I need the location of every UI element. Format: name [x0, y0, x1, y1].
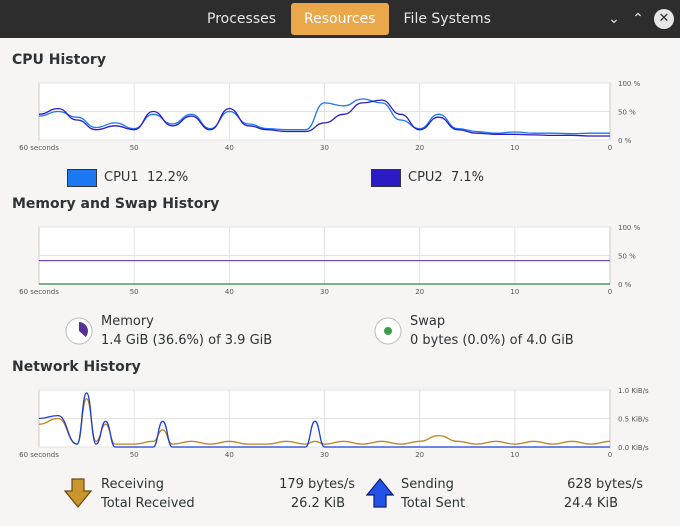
cpu-xtick-label: 20: [415, 144, 424, 152]
cpu2-color-button[interactable]: [371, 169, 401, 187]
memory-xtick-label: 20: [415, 288, 424, 296]
cpu1-color-button[interactable]: [67, 169, 97, 187]
swap-label: Swap: [410, 314, 446, 329]
header-bar: Processes Resources File Systems ⌄ ⌃ ✕: [0, 0, 680, 38]
receiving-rate: 179 bytes/s: [279, 477, 355, 492]
memory-history-chart: 100 % 50 % 0 % 60 seconds 50 40 30 20 10 0: [19, 224, 641, 296]
memory-xtick-label: 10: [510, 288, 519, 296]
network-xtick-label: 50: [130, 451, 139, 459]
cpu2-value: 7.1%: [450, 170, 484, 185]
cpu-history-chart: 100 % 50 % 0 % 60 seconds 50 40 30 20 10 0: [19, 80, 641, 152]
cpu-xtick-label: 60 seconds: [19, 144, 59, 152]
network-ytick-label: 1.0 KiB/s: [618, 387, 649, 395]
total-sent-value: 24.4 KiB: [563, 496, 618, 511]
cpu-series-cpu2: [38, 99, 610, 137]
network-ytick-label: 0.0 KiB/s: [618, 444, 649, 452]
close-icon[interactable]: ✕: [654, 9, 674, 29]
network-history-chart: 1.0 KiB/s 0.5 KiB/s 0.0 KiB/s 60 seconds 50 4…: [19, 387, 649, 459]
network-xtick-label: 0: [608, 451, 612, 459]
tab-file-systems[interactable]: File Systems: [403, 11, 491, 27]
network-history-title: Network History: [12, 359, 141, 375]
memory-ytick-label: 100 %: [618, 224, 641, 232]
cpu-ytick-label: 0 %: [618, 137, 632, 145]
swap-value: 0 bytes (0.0%) of 4.0 GiB: [410, 333, 574, 348]
network-xtick-label: 20: [415, 451, 424, 459]
network-xtick-label: 60 seconds: [19, 451, 59, 459]
memory-ytick-label: 0 %: [618, 281, 632, 289]
cpu-ytick-label: 50 %: [618, 109, 636, 117]
memory-xtick-label: 40: [225, 288, 234, 296]
memory-history-title: Memory and Swap History: [12, 196, 220, 212]
cpu-series-cpu1: [38, 98, 610, 135]
network-xtick-label: 40: [225, 451, 234, 459]
sending-label: Sending: [401, 477, 454, 492]
memory-ytick-label: 50 %: [618, 253, 636, 261]
memory-label: Memory: [101, 314, 154, 329]
network-series-sending: [38, 392, 610, 448]
view-switcher: Processes Resources File Systems: [194, 3, 504, 35]
memory-xtick-label: 60 seconds: [19, 288, 59, 296]
memory-value: 1.4 GiB (36.6%) of 3.9 GiB: [101, 333, 273, 348]
maximize-icon[interactable]: ⌃: [632, 11, 644, 27]
cpu2-label: CPU2: [408, 170, 443, 185]
cpu-xtick-label: 10: [510, 144, 519, 152]
memory-xtick-label: 0: [608, 288, 612, 296]
cpu-xtick-label: 30: [320, 144, 329, 152]
swap-pie-icon[interactable]: [374, 317, 402, 345]
cpu-xtick-label: 40: [225, 144, 234, 152]
tab-resources[interactable]: Resources: [291, 3, 389, 35]
tab-processes[interactable]: Processes: [207, 11, 277, 27]
network-xtick-label: 30: [320, 451, 329, 459]
network-ytick-label: 0.5 KiB/s: [618, 416, 649, 424]
memory-xtick-label: 50: [130, 288, 139, 296]
minimize-icon[interactable]: ⌄: [608, 11, 620, 27]
total-received-value: 26.2 KiB: [290, 496, 345, 511]
sending-arrow-icon[interactable]: [366, 477, 394, 509]
cpu-history-title: CPU History: [12, 52, 106, 68]
cpu-xtick-label: 0: [608, 144, 612, 152]
receiving-label: Receiving: [101, 477, 165, 492]
total-received-label: Total Received: [101, 496, 195, 511]
cpu1-value: 12.2%: [146, 170, 189, 185]
cpu-ytick-label: 100 %: [618, 80, 641, 88]
total-sent-label: Total Sent: [401, 496, 466, 511]
memory-pie-icon[interactable]: [65, 317, 93, 345]
cpu1-label: CPU1: [104, 170, 139, 185]
network-xtick-label: 10: [510, 451, 519, 459]
memory-xtick-label: 30: [320, 288, 329, 296]
cpu-xtick-label: 50: [130, 144, 139, 152]
receiving-arrow-icon[interactable]: [64, 477, 92, 509]
sending-rate: 628 bytes/s: [567, 477, 643, 492]
